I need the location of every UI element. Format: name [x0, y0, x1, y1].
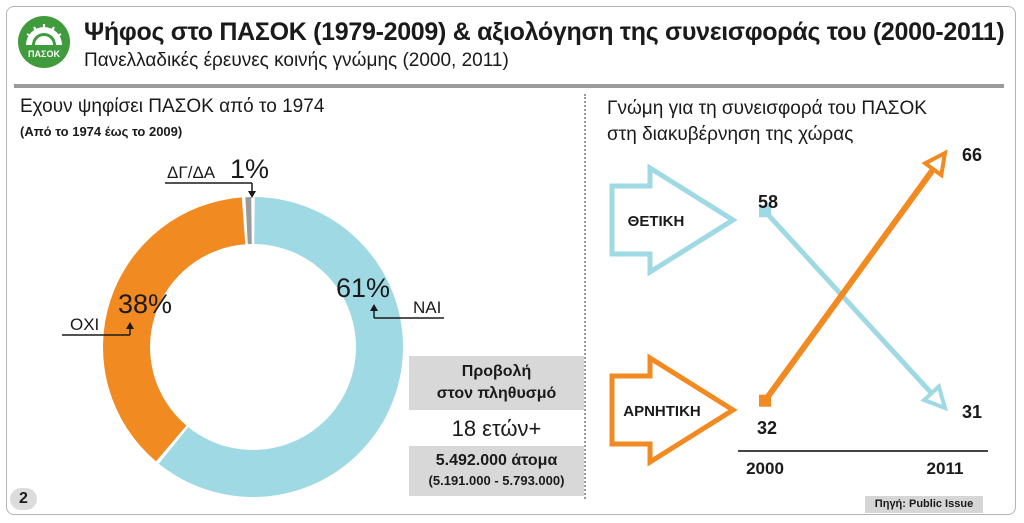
- donut-subtitle: (Από το 1974 έως το 2009): [20, 124, 183, 139]
- slice-value-label-oxi: 38%: [118, 289, 172, 319]
- projection-box: Προβολή στον πληθυσμό 18 ετών+ 5.492.000…: [409, 356, 584, 496]
- donut-slice-oxi: [102, 197, 246, 462]
- series-label-positive: ΘΕΤΙΚΗ: [628, 213, 685, 230]
- x-tick-label-2000: 2000: [746, 459, 784, 478]
- negative-arrow-shape: [609, 353, 738, 467]
- donut-slices: [102, 197, 403, 497]
- line-chart-title: Γνώμη για τη συνεισφορά του ΠΑΣΟΚ στη δι…: [607, 96, 927, 148]
- header-rule: [14, 84, 1004, 88]
- slice-category-label-dgda: ΔΓ/ΔΑ: [167, 163, 216, 182]
- source-note: Πηγή: Public Issue: [865, 496, 983, 513]
- line-series-layer: [759, 149, 949, 412]
- callout-dgda: [165, 182, 256, 198]
- slice-category-label-nai: ΝΑΙ: [413, 298, 441, 317]
- line-chart-title-line1: Γνώμη για τη συνεισφορά του ΠΑΣΟΚ: [607, 98, 927, 119]
- positive-arrow-shape: [609, 163, 738, 277]
- projection-heading-line2: στον πληθυσμό: [436, 385, 557, 402]
- series-arrowhead-positive: [920, 382, 949, 412]
- callout-oxi: [62, 322, 134, 336]
- page-title: Ψήφος στο ΠΑΣΟΚ (1979-2009) & αξιολόγηση…: [84, 18, 1005, 46]
- projection-heading-line1: Προβολή: [461, 363, 532, 380]
- projection-heading: Προβολή στον πληθυσμό: [409, 356, 584, 410]
- series-line-negative: [762, 167, 936, 403]
- series-line-positive: [763, 209, 934, 395]
- donut-title: Εχουν ψηφίσει ΠΑΣΟΚ από το 1974: [20, 96, 325, 117]
- value-label-negative-2000: 32: [757, 418, 777, 438]
- slice-value-label-nai: 61%: [336, 273, 390, 303]
- series-start-marker-negative: [759, 394, 771, 407]
- logo-text: ΠΑΣΟΚ: [28, 49, 60, 59]
- panel-divider: [584, 94, 586, 499]
- series-arrowhead-negative: [921, 149, 948, 179]
- page-subtitle: Πανελλαδικές έρευνες κοινής γνώμης (2000…: [84, 50, 509, 71]
- value-label-negative-2011: 66: [962, 145, 982, 165]
- slice-value-label-dgda: 1%: [230, 154, 269, 184]
- line-chart-title-line2: στη διακυβέρνηση της χώρας: [607, 124, 854, 145]
- x-tick-label-2011: 2011: [927, 459, 964, 478]
- slice-category-label-oxi: ΟΧΙ: [70, 315, 99, 334]
- projection-range: (5.191.000 - 5.793.000): [428, 473, 565, 488]
- donut-slice-nai: [158, 197, 403, 497]
- sun-icon: [26, 24, 62, 45]
- projection-footer: 5.492.000 άτομα (5.191.000 - 5.793.000): [409, 446, 584, 496]
- value-label-positive-2000: 58: [758, 192, 778, 212]
- series-label-negative: ΑΡΝΗΤΙΚΗ: [623, 403, 701, 420]
- donut-slice-dgda: [245, 197, 252, 245]
- projection-ages: 18 ετών+: [409, 410, 584, 446]
- projection-count: 5.492.000 άτομα: [435, 452, 558, 469]
- value-label-positive-2011: 31: [962, 402, 982, 422]
- pasok-logo: ΠΑΣΟΚ: [18, 16, 70, 68]
- series-start-marker-positive: [759, 205, 771, 218]
- page-number: 2: [10, 488, 37, 510]
- callout-nai: [370, 304, 444, 319]
